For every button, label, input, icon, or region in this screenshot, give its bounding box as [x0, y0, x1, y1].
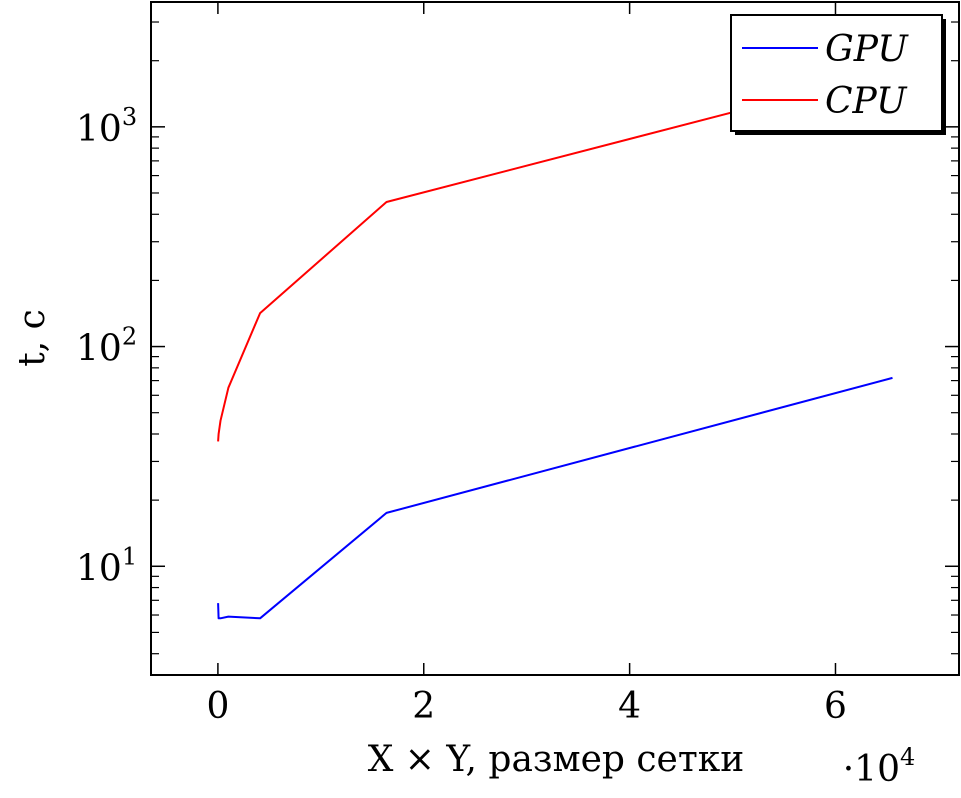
series-line-cpu	[217, 69, 893, 442]
x-axis-ticks: 0 2 4 6	[206, 2, 847, 727]
plot-frame	[150, 1, 960, 676]
minor-tick-marks	[151, 21, 959, 655]
series-layer	[217, 69, 893, 620]
y-tick-label: 102	[76, 323, 137, 370]
series-line-gpu	[217, 376, 893, 620]
y-axis-ticks: 101 102 103	[76, 103, 959, 589]
x-tick-label: 0	[206, 686, 229, 727]
y-axis-label: t, c	[12, 309, 53, 367]
x-tick-label: 2	[412, 686, 435, 727]
x-axis-multiplier: ·104	[843, 743, 916, 790]
legend: GPU CPU	[730, 14, 946, 135]
y-tick-label: 103	[76, 103, 137, 150]
legend-label-cpu: CPU	[825, 81, 908, 122]
legend-label-gpu: GPU	[825, 29, 909, 70]
x-axis-label: X × Y, размер сетки	[368, 739, 745, 780]
x-tick-label: 4	[618, 686, 641, 727]
legend-box	[730, 14, 943, 132]
x-tick-label: 6	[824, 686, 847, 727]
y-tick-label: 101	[76, 542, 137, 589]
